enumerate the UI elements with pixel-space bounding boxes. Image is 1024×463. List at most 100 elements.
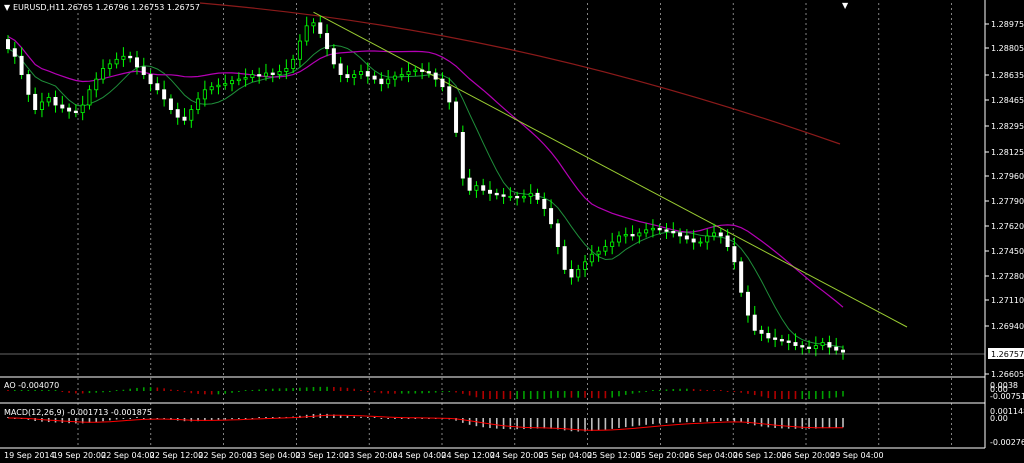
candle: [284, 59, 289, 80]
ao-bar: [20, 390, 23, 391]
candle: [39, 92, 44, 118]
candle: [603, 239, 608, 256]
time-tick-label: 24 Sep 04:00: [393, 451, 446, 460]
ao-bar: [142, 387, 145, 391]
time-tick-label: 23 Sep 04:00: [247, 451, 300, 460]
candle: [705, 229, 710, 250]
ao-bar: [353, 388, 356, 391]
candle: [745, 285, 750, 323]
ao-bar: [394, 391, 396, 394]
ao-bar: [604, 391, 607, 399]
candle: [433, 68, 438, 87]
candle: [202, 80, 207, 107]
macd-bar: [563, 418, 566, 431]
chart-header-arrow-icon[interactable]: ▼: [4, 3, 11, 12]
time-tick-label: 24 Sep 20:00: [490, 451, 543, 460]
candle: [46, 92, 51, 107]
macd-bar: [468, 418, 471, 425]
chart-shift-marker-icon[interactable]: ▼: [842, 1, 849, 10]
macd-bar: [88, 418, 91, 423]
candle: [454, 97, 459, 137]
ao-bar: [68, 391, 70, 393]
ma-long-line: [199, 2, 841, 145]
time-tick-label: 26 Sep 12:00: [733, 451, 786, 460]
ao-bar: [563, 391, 566, 398]
macd-bar: [536, 418, 539, 429]
ao-bar: [54, 390, 57, 391]
ao-bar: [387, 391, 389, 394]
macd-bar: [122, 418, 125, 419]
ao-bar: [251, 390, 254, 391]
ao-bar: [787, 391, 790, 399]
candle: [291, 54, 296, 74]
price-tick-label: 1.28465: [991, 96, 1024, 105]
chart-ohlc: 1.26765 1.26796 1.26753 1.26757: [60, 3, 200, 12]
macd-bar: [835, 418, 838, 428]
candle: [365, 62, 370, 84]
macd-bar: [706, 418, 709, 422]
ao-bar: [170, 389, 172, 391]
macd-bar: [584, 418, 586, 432]
ao-bar: [570, 391, 573, 398]
candle: [501, 187, 506, 204]
macd-bar: [149, 418, 152, 419]
macd-bar: [652, 418, 654, 425]
candle: [678, 228, 683, 244]
price-tick-label: 1.28975: [991, 20, 1024, 29]
candle: [87, 85, 92, 110]
candle: [698, 237, 703, 247]
ao-bar: [34, 390, 36, 391]
candle: [216, 78, 221, 95]
candle: [725, 229, 730, 252]
macd-bar: [102, 418, 104, 422]
price-tick-label: 1.26940: [991, 322, 1024, 331]
macd-bar: [366, 417, 369, 418]
candle: [813, 336, 818, 357]
ao-bar: [821, 391, 824, 399]
candle: [671, 222, 676, 238]
macd-bar: [781, 418, 783, 429]
macd-bar: [109, 418, 111, 421]
ao-bar: [482, 391, 485, 399]
candle: [223, 74, 228, 90]
ao-bar: [672, 388, 675, 391]
candle: [712, 223, 717, 241]
ao-bar: [224, 391, 227, 394]
ao-bar: [584, 391, 586, 398]
macd-bar: [136, 417, 138, 418]
macd-bar: [373, 417, 376, 418]
macd-bar: [339, 415, 342, 418]
ao-bar: [197, 391, 199, 394]
ao-bar: [190, 391, 193, 394]
ao-bar: [373, 391, 376, 393]
ao-bar: [421, 391, 423, 394]
macd-bar: [645, 418, 647, 425]
ao-bar: [767, 391, 770, 399]
macd-bar: [428, 418, 430, 419]
candle: [386, 69, 391, 89]
candle: [182, 108, 187, 125]
candle: [413, 65, 418, 77]
macd-bar: [760, 418, 763, 427]
ao-bar: [312, 386, 315, 391]
time-tick-label: 22 Sep 20:00: [198, 451, 251, 460]
candle: [426, 62, 431, 78]
macd-bar: [495, 418, 498, 429]
candle: [33, 87, 38, 115]
ao-bar: [740, 391, 742, 393]
time-tick-label: 24 Sep 12:00: [441, 451, 494, 460]
ao-bar: [842, 391, 844, 397]
ao-bar: [692, 388, 695, 391]
candle: [691, 229, 696, 250]
macd-bar: [821, 418, 824, 429]
candle: [827, 335, 832, 355]
ao-bar: [27, 390, 30, 391]
macd-bar: [523, 418, 525, 430]
candle: [841, 345, 846, 360]
trendline[interactable]: [313, 11, 908, 328]
candle: [406, 62, 411, 83]
macd-bar: [774, 418, 776, 428]
macd-bar: [801, 418, 804, 429]
